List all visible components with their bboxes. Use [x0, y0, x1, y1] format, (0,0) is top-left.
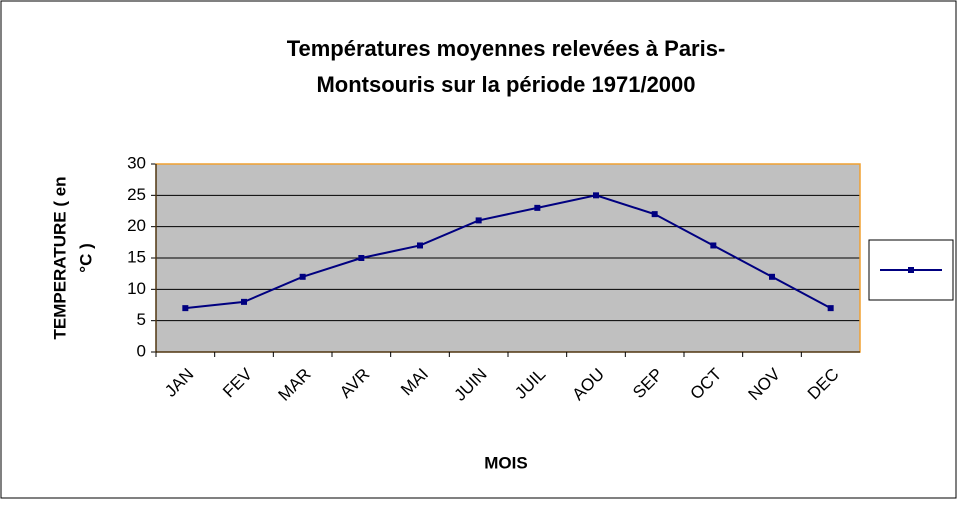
- point: [299, 273, 306, 280]
- y-tick-label: 25: [127, 185, 146, 204]
- y-axis-label: TEMPERATURE ( en: [50, 176, 69, 339]
- y-tick-label: 0: [137, 341, 146, 360]
- point: [534, 204, 541, 211]
- point: [475, 217, 482, 224]
- legend-marker: [908, 267, 914, 273]
- point: [710, 242, 717, 249]
- point: [417, 242, 423, 249]
- y-tick-label: 20: [127, 216, 146, 235]
- y-tick-label: 30: [127, 153, 146, 172]
- y-tick-label: 15: [127, 247, 146, 266]
- point: [593, 192, 599, 199]
- point: [241, 298, 247, 305]
- y-tick-label: 10: [127, 279, 146, 298]
- point: [827, 305, 834, 312]
- y-tick-label: 5: [137, 310, 146, 329]
- y-axis-label: °C ): [76, 243, 95, 272]
- point: [182, 305, 189, 312]
- series-line: [185, 194, 832, 310]
- point: [769, 273, 775, 280]
- point: [651, 211, 658, 218]
- point: [358, 255, 365, 261]
- chart-title: Températures moyennes relevées à Paris-: [287, 36, 726, 61]
- x-axis-label: MOIS: [484, 453, 527, 472]
- chart-title: Montsouris sur la période 1971/2000: [316, 72, 695, 97]
